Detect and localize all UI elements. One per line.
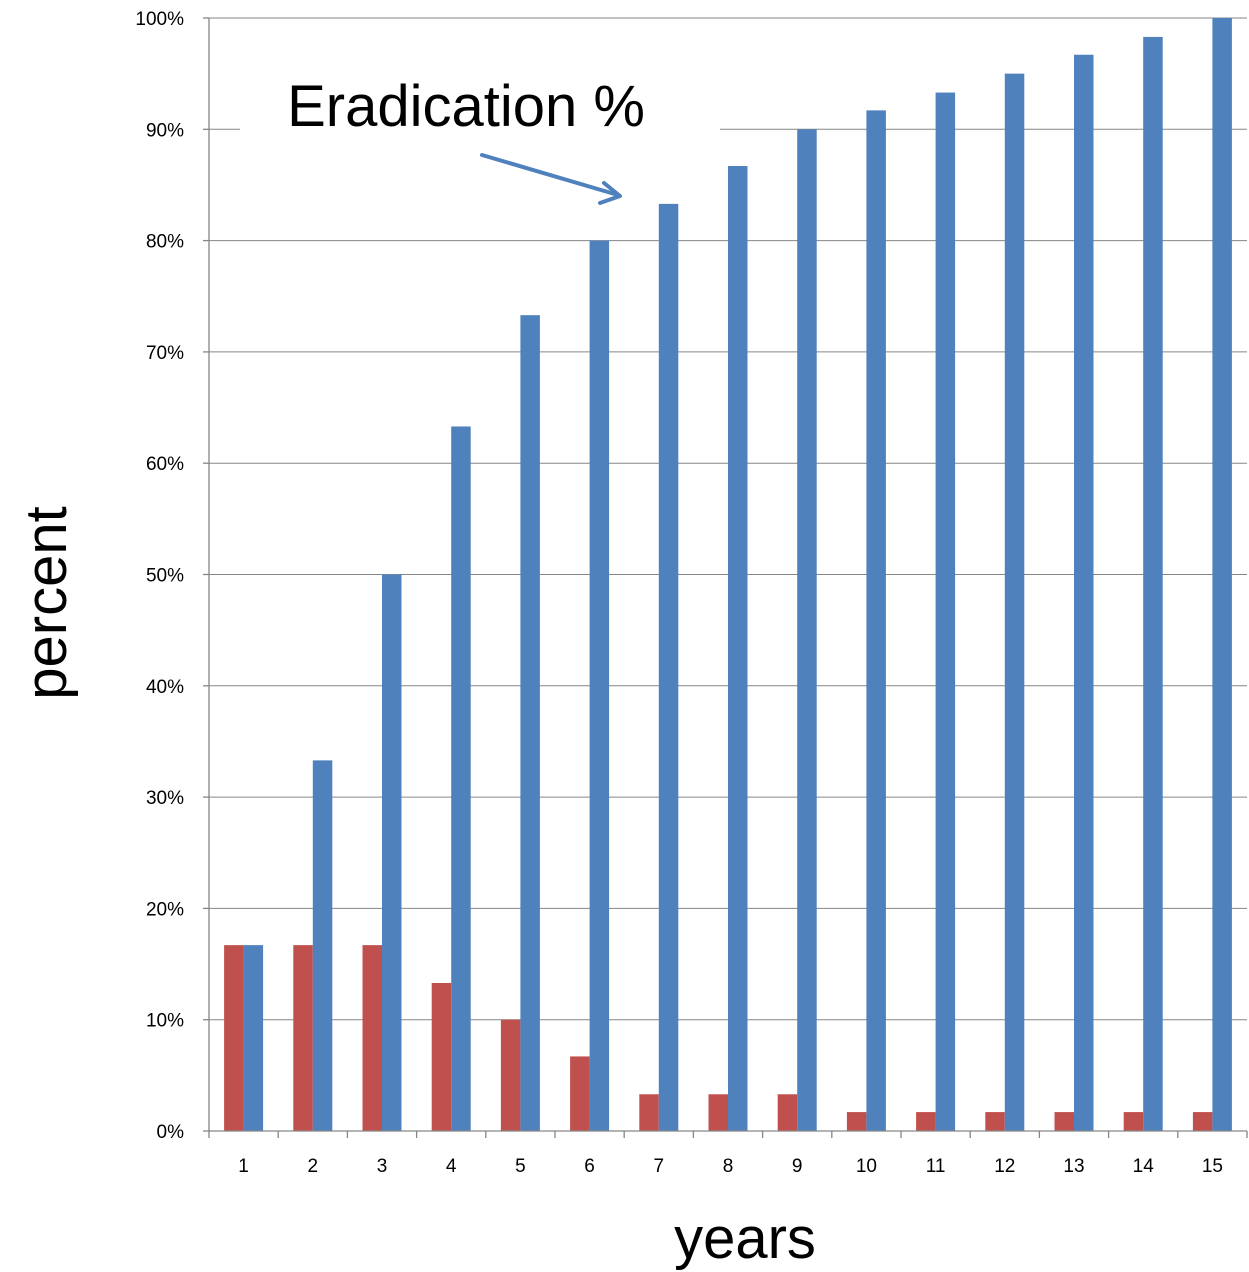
bar-series-1 xyxy=(1123,1112,1144,1131)
bar-series-1 xyxy=(362,945,382,1131)
bar-series-1 xyxy=(500,1019,521,1131)
x-tick-label: 13 xyxy=(1063,1156,1084,1177)
bar-series-1 xyxy=(1054,1112,1074,1131)
bar-series-1 xyxy=(985,1112,1005,1131)
bar-series-2 xyxy=(1004,73,1025,1131)
y-tick-labels: 0% 10% 20% 30% 40% 50% 60% 70% 80% 90% 100% xyxy=(135,9,184,1143)
y-tick-label: 50% xyxy=(146,566,184,587)
bar-series-2 xyxy=(312,760,333,1131)
x-tick-label: 5 xyxy=(515,1156,526,1177)
x-tick-label: 1 xyxy=(238,1156,249,1177)
bar-series-1 xyxy=(1192,1112,1213,1131)
bar-series-1 xyxy=(570,1056,590,1131)
y-tick-label: 70% xyxy=(146,343,184,364)
x-tick-label: 3 xyxy=(377,1156,388,1177)
x-tick-label: 6 xyxy=(584,1156,595,1177)
y-tick-label: 80% xyxy=(146,232,184,253)
bar-series-1 xyxy=(224,945,244,1131)
y-tick-label: 60% xyxy=(146,454,184,475)
annotation-arrow xyxy=(480,153,622,205)
x-tick-label: 9 xyxy=(792,1156,803,1177)
x-tick-label: 8 xyxy=(723,1156,734,1177)
bars xyxy=(224,18,1232,1132)
bar-series-1 xyxy=(639,1094,659,1131)
bar-series-1 xyxy=(431,982,452,1131)
y-tick-label: 40% xyxy=(146,677,184,698)
y-tick-label: 0% xyxy=(157,1122,185,1143)
bar-series-2 xyxy=(935,92,956,1132)
bar-series-1 xyxy=(708,1094,728,1131)
axes xyxy=(203,17,1248,1138)
x-tick-label: 7 xyxy=(654,1156,665,1177)
bar-series-2 xyxy=(382,574,402,1131)
x-tick-label: 10 xyxy=(856,1156,877,1177)
bar-series-2 xyxy=(520,315,540,1131)
bar-series-2 xyxy=(658,203,679,1131)
bar-series-1 xyxy=(846,1112,867,1131)
bar-series-2 xyxy=(243,945,264,1131)
bar-series-1 xyxy=(293,945,313,1131)
bar-series-2 xyxy=(451,426,471,1132)
x-tick-label: 14 xyxy=(1133,1156,1155,1177)
bar-series-2 xyxy=(1212,18,1232,1131)
bar-series-1 xyxy=(777,1094,798,1131)
bar-series-2 xyxy=(1143,36,1163,1131)
annotation-label: Eradication % xyxy=(287,74,645,139)
bar-series-2 xyxy=(728,166,748,1131)
x-tick-label: 15 xyxy=(1202,1156,1223,1177)
y-tick-label: 30% xyxy=(146,788,184,809)
y-axis-title: percent xyxy=(14,506,79,699)
y-tick-label: 100% xyxy=(135,9,184,30)
x-axis-title: years xyxy=(674,1206,816,1271)
bar-series-2 xyxy=(589,240,610,1132)
bar-series-2 xyxy=(866,110,886,1131)
x-tick-label: 12 xyxy=(994,1156,1015,1177)
x-tick-label: 11 xyxy=(926,1156,946,1177)
x-tick-label: 2 xyxy=(308,1156,319,1177)
bar-series-1 xyxy=(916,1112,936,1131)
x-tick-labels: 1 2 3 4 5 6 7 8 9 10 11 12 13 14 15 xyxy=(238,1156,1223,1177)
bar-series-2 xyxy=(1074,54,1094,1132)
bar-series-2 xyxy=(797,129,817,1132)
y-tick-label: 10% xyxy=(146,1011,184,1032)
y-tick-label: 20% xyxy=(146,899,184,920)
y-tick-label: 90% xyxy=(146,120,184,141)
x-tick-label: 4 xyxy=(446,1156,457,1177)
annotation-background xyxy=(240,62,720,150)
